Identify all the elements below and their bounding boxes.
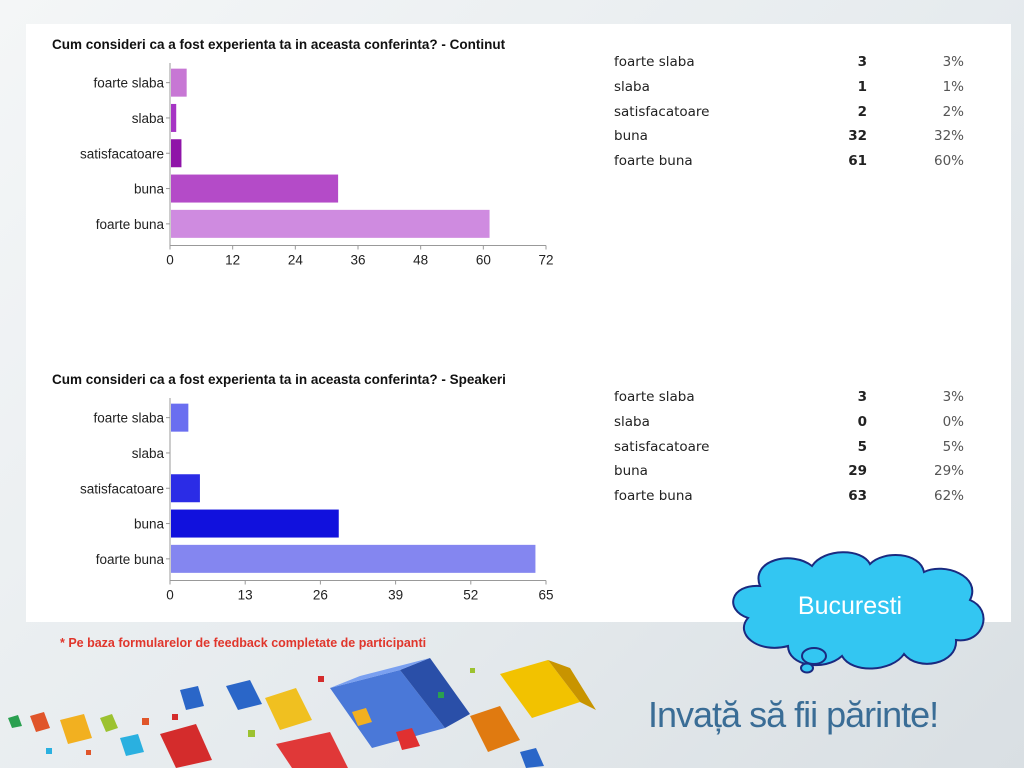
chart-title-speakeri: Cum consideri ca a fost experienta ta in…: [52, 372, 506, 387]
bar-chart-speakeri: foarte slaba slaba satisfacatoare buna foart…: [80, 398, 554, 603]
x-tick-label: 0: [166, 588, 174, 603]
x-tick-label: 48: [413, 253, 428, 268]
bar-foarte-buna: [171, 209, 490, 238]
slogan-logo: Invață să fii părinte!: [648, 694, 939, 735]
table-row: foarte buna 61 60%: [614, 153, 974, 178]
y-tick-label: foarte buna: [96, 552, 165, 567]
row-percent: 60%: [933, 153, 964, 170]
table-row: foarte slaba 3 3%: [614, 389, 974, 414]
row-count: 63: [848, 488, 867, 505]
chart-title-continut: Cum consideri ca a fost experienta ta in…: [52, 37, 506, 52]
row-percent: 1%: [942, 78, 964, 95]
row-label: slaba: [614, 413, 650, 430]
y-tick-label: foarte slaba: [93, 76, 164, 91]
y-tick-label: slaba: [132, 446, 165, 461]
x-tick-label: 60: [476, 253, 491, 268]
row-count: 29: [848, 463, 867, 480]
y-tick-label: slaba: [132, 111, 165, 126]
table-row: slaba 0 0%: [614, 414, 974, 439]
bar-foarte-buna: [171, 544, 536, 573]
bar-foarte-slaba: [171, 68, 187, 97]
row-label: foarte buna: [614, 488, 693, 505]
results-table-continut: foarte slaba 3 3% slaba 1 1% satisfacatoare 2 2%…: [614, 54, 974, 178]
row-label: buna: [614, 128, 648, 145]
cloud-callout-icon: [732, 551, 985, 674]
row-count: 61: [848, 153, 867, 170]
x-tick-label: 0: [166, 253, 174, 268]
bar-buna: [171, 174, 339, 203]
row-percent: 2%: [942, 103, 964, 120]
row-label: satisfacatoare: [614, 438, 710, 455]
bar-foarte-slaba: [171, 403, 189, 432]
footnote: * Pe baza formularelor de feedback compl…: [60, 636, 427, 650]
y-tick-label: buna: [134, 182, 165, 197]
row-percent: 29%: [933, 463, 964, 480]
row-percent: 62%: [933, 488, 964, 505]
row-count: 32: [848, 128, 867, 145]
row-count: 3: [857, 389, 867, 405]
y-tick-label: satisfacatoare: [80, 146, 164, 161]
x-tick-label: 36: [350, 253, 365, 268]
row-percent: 3%: [942, 54, 964, 70]
decorative-cubes-icon: [8, 658, 596, 768]
table-row: foarte buna 63 62%: [614, 488, 974, 513]
row-label: slaba: [614, 78, 650, 95]
bar-chart-continut: foarte slaba slaba satisfacatoare buna foart…: [80, 63, 554, 268]
y-tick-label: satisfacatoare: [80, 481, 164, 496]
bar-slaba: [171, 103, 177, 132]
x-tick-label: 26: [313, 588, 328, 603]
row-label: foarte slaba: [614, 54, 695, 70]
y-tick-label: buna: [134, 517, 165, 532]
row-label: satisfacatoare: [614, 103, 710, 120]
table-row: buna 29 29%: [614, 463, 974, 488]
bar-satisfacatoare: [171, 474, 200, 503]
row-count: 5: [857, 438, 867, 455]
row-percent: 32%: [933, 128, 964, 145]
x-tick-label: 39: [388, 588, 403, 603]
y-tick-label: foarte buna: [96, 217, 165, 232]
x-tick-label: 52: [463, 588, 478, 603]
table-row: foarte slaba 3 3%: [614, 54, 974, 79]
row-count: 2: [857, 103, 867, 120]
x-tick-label: 72: [538, 253, 553, 268]
results-table-speakeri: foarte slaba 3 3% slaba 0 0% satisfacatoare 5 5%…: [614, 389, 974, 513]
y-tick-label: foarte slaba: [93, 411, 164, 426]
cloud-label: Bucuresti: [797, 592, 903, 620]
row-count: 0: [857, 413, 867, 430]
row-label: foarte slaba: [614, 389, 695, 405]
row-count: 3: [857, 54, 867, 70]
bar-satisfacatoare: [171, 139, 182, 168]
x-tick-label: 12: [225, 253, 240, 268]
x-tick-label: 65: [538, 588, 553, 603]
table-row: satisfacatoare 2 2%: [614, 104, 974, 129]
bar-buna: [171, 509, 339, 538]
row-percent: 5%: [942, 438, 964, 455]
row-percent: 3%: [942, 389, 964, 405]
row-label: foarte buna: [614, 153, 693, 170]
row-percent: 0%: [942, 413, 964, 430]
x-tick-label: 13: [238, 588, 253, 603]
x-tick-label: 24: [288, 253, 304, 268]
table-row: slaba 1 1%: [614, 79, 974, 104]
row-label: buna: [614, 463, 648, 480]
row-count: 1: [857, 78, 867, 95]
table-row: satisfacatoare 5 5%: [614, 439, 974, 464]
table-row: buna 32 32%: [614, 128, 974, 153]
